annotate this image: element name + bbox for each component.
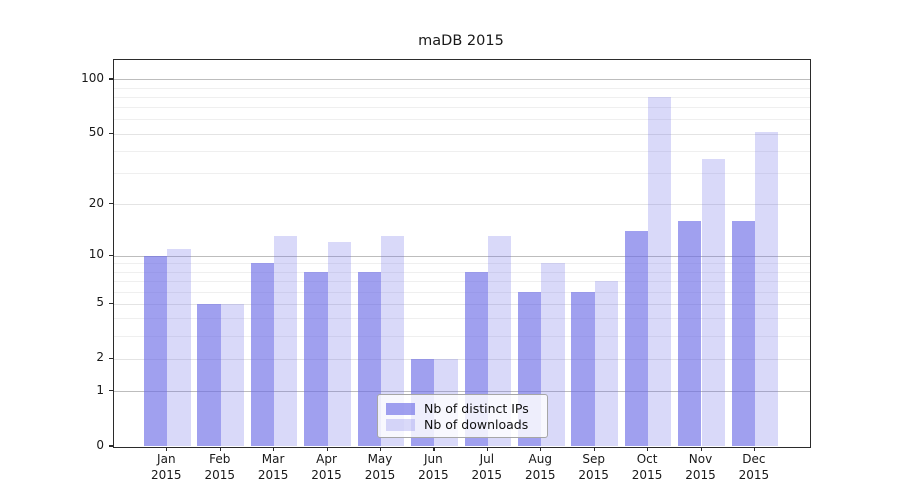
x-tick-mark — [486, 446, 488, 451]
x-tick-label: Jan 2015 — [151, 452, 182, 482]
legend-swatch-distinct-ips — [386, 403, 415, 415]
gridline-minor — [114, 151, 810, 153]
bar-downloads-sep — [594, 280, 618, 447]
x-tick-mark — [379, 446, 382, 451]
gridline-minor — [114, 119, 810, 121]
gridline-major — [114, 204, 810, 206]
y-tick-mark — [109, 390, 113, 392]
gridline-minor — [114, 280, 810, 282]
bar-ips-dec — [731, 221, 755, 447]
y-tick-mark — [109, 203, 113, 205]
gridline-major — [114, 255, 810, 257]
y-tick-mark — [109, 254, 113, 256]
bar-ips-sep — [571, 291, 595, 447]
legend-label-downloads: Nb of downloads — [424, 417, 529, 432]
gridline-major — [114, 133, 810, 135]
bar-downloads-dec — [754, 132, 779, 447]
x-tick-label: Dec 2015 — [738, 452, 770, 482]
gridline-minor — [114, 271, 810, 273]
y-tick-mark — [109, 132, 113, 134]
bar-ips-mar — [250, 263, 275, 447]
y-tick-label: 0 — [96, 437, 104, 452]
y-tick-label: 1 — [96, 382, 104, 397]
bar-downloads-mar — [274, 236, 298, 447]
gridline-major — [114, 358, 810, 360]
x-tick-label: Apr 2015 — [311, 452, 342, 482]
bar-ips-apr — [304, 271, 328, 447]
gridline-minor — [114, 173, 810, 175]
gridline-major — [114, 391, 810, 393]
bar-downloads-feb — [220, 303, 245, 447]
bar-downloads-apr — [327, 242, 351, 447]
x-tick-label: Nov 2015 — [685, 452, 716, 482]
x-tick-label: Feb 2015 — [204, 452, 235, 482]
gridline-minor — [114, 336, 810, 338]
x-tick-mark — [540, 446, 542, 451]
x-tick-mark — [219, 446, 221, 451]
bar-downloads-may — [380, 236, 405, 447]
x-tick-mark — [700, 446, 702, 451]
gridline-minor — [114, 87, 810, 89]
y-tick-label: 5 — [96, 295, 104, 310]
legend: Nb of distinct IPs Nb of downloads — [377, 394, 548, 438]
x-tick-mark — [753, 446, 756, 451]
gridline-major — [114, 303, 810, 305]
bar-downloads-jul — [487, 236, 512, 447]
gridline-minor — [114, 291, 810, 293]
gridline-minor — [114, 318, 810, 320]
x-tick-label: Aug 2015 — [524, 452, 556, 482]
x-tick-mark — [273, 446, 275, 451]
y-tick-mark — [109, 357, 113, 360]
bar-ips-jan — [144, 255, 168, 447]
x-tick-label: May 2015 — [364, 452, 396, 482]
x-tick-mark — [647, 446, 649, 451]
x-tick-mark — [593, 446, 595, 451]
y-tick-mark — [109, 78, 113, 80]
legend-item-distinct-ips: Nb of distinct IPs — [378, 401, 547, 417]
y-tick-label: 50 — [88, 125, 104, 140]
y-tick-label: 20 — [88, 195, 104, 210]
y-tick-label: 2 — [96, 350, 104, 365]
x-tick-mark — [326, 446, 328, 451]
y-tick-label: 10 — [88, 247, 104, 262]
gridline-minor — [114, 96, 810, 98]
legend-swatch-downloads — [386, 419, 415, 431]
y-tick-mark — [109, 302, 113, 305]
gridline-minor — [114, 107, 810, 109]
bar-ips-feb — [197, 303, 221, 447]
bar-downloads-nov — [701, 159, 725, 447]
x-tick-mark — [166, 446, 168, 451]
plot-area: Nb of distinct IPs Nb of downloads — [113, 59, 811, 448]
bar-ips-may — [357, 271, 381, 447]
chart-title: maDB 2015 — [418, 33, 504, 49]
x-tick-label: Mar 2015 — [257, 452, 289, 482]
x-tick-label: Oct 2015 — [631, 452, 663, 482]
gridline-minor — [114, 263, 810, 265]
legend-item-downloads: Nb of downloads — [378, 417, 547, 433]
y-tick-mark — [109, 445, 113, 447]
bar-downloads-jan — [167, 248, 191, 447]
gridline-major — [114, 79, 810, 81]
bar-downloads-oct — [648, 96, 672, 447]
bar-ips-oct — [624, 230, 649, 447]
x-tick-label: Jun 2015 — [418, 452, 449, 482]
legend-label-distinct-ips: Nb of distinct IPs — [424, 401, 529, 416]
x-tick-mark — [433, 446, 435, 451]
x-tick-label: Sep 2015 — [578, 452, 609, 482]
bar-ips-nov — [678, 221, 702, 447]
x-tick-label: Jul 2015 — [471, 452, 503, 482]
y-tick-label: 100 — [81, 70, 104, 85]
